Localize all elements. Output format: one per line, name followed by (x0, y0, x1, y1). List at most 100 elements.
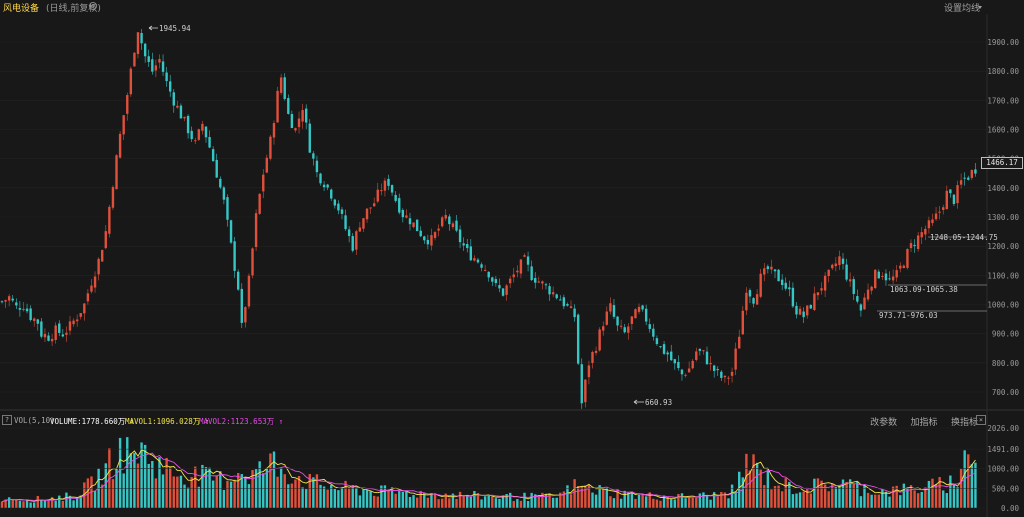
candle-body (101, 250, 104, 262)
candle-body (591, 352, 594, 363)
candle-body (670, 351, 673, 361)
candle-body (702, 350, 705, 352)
volume-bar (7, 497, 11, 508)
volume-bar (970, 464, 974, 508)
volume-bar (487, 494, 490, 508)
candle-body (394, 194, 397, 201)
candle-body (440, 217, 444, 227)
candle-body (802, 311, 805, 318)
candle-body (437, 228, 440, 231)
volume-bar (773, 486, 777, 508)
volume-bar (508, 492, 512, 508)
low-arrow (633, 399, 638, 405)
candle-body (695, 351, 698, 360)
volume-bar (816, 478, 820, 508)
volume-bar (623, 490, 626, 508)
candle-body (505, 285, 508, 295)
price-tick-label: 1100.00 (987, 271, 1019, 280)
candle-body (541, 281, 544, 284)
volume-bar (236, 473, 240, 508)
volume-bar (866, 492, 870, 508)
candle-body (788, 287, 791, 290)
price-tick-label: 1300.00 (987, 213, 1019, 222)
candle-body (215, 159, 218, 178)
candle-body (820, 288, 823, 291)
ma-settings-button[interactable]: 设置均线 (943, 4, 980, 14)
indicator-tools: 改参数 加指标 换指标 (862, 415, 978, 428)
volume-bar (938, 477, 941, 508)
volume-bar (405, 490, 408, 508)
volume-bar (906, 487, 909, 508)
candle-body (476, 259, 480, 263)
candle-body (494, 279, 498, 284)
candle-body (43, 333, 47, 338)
candle-body (780, 279, 784, 286)
candle-body (426, 239, 430, 245)
volume-bar (272, 451, 276, 508)
candle-body (58, 323, 61, 333)
volume-bar (884, 491, 888, 508)
candle-body (169, 81, 172, 92)
volume-bar (172, 476, 175, 508)
gear-icon[interactable] (88, 1, 98, 11)
volume-bar (791, 494, 795, 508)
candle-body (959, 180, 963, 185)
candle-body (254, 213, 258, 248)
volume-bar (594, 494, 598, 508)
volume-bar (526, 500, 530, 508)
candle-body (208, 136, 211, 148)
volume-bar (47, 499, 50, 508)
mavol1-line (1, 449, 976, 503)
volume-bar (544, 494, 548, 508)
candle-body (755, 294, 759, 305)
help-icon[interactable]: ? (2, 415, 12, 425)
range1-label: 1248.05-1244.75 (930, 233, 998, 242)
candle-body (738, 336, 741, 349)
candle-body (544, 284, 548, 286)
candle-body (534, 278, 537, 283)
candle-body (15, 302, 18, 306)
candle-body (22, 308, 25, 311)
candle-body (712, 365, 716, 371)
volume-bar (283, 474, 286, 508)
close-icon[interactable]: × (976, 415, 986, 425)
add-indicator-button[interactable]: 加指标 (910, 418, 938, 428)
volume-bar (372, 495, 376, 508)
candle-body (176, 105, 179, 108)
candle-body (387, 178, 390, 186)
volume-bar (387, 489, 390, 508)
volume-bar (25, 499, 29, 508)
price-tick-label: 1600.00 (987, 126, 1019, 135)
candle-body (659, 346, 662, 348)
edit-params-button[interactable]: 改参数 (870, 418, 898, 428)
price-tick-label: 1700.00 (987, 96, 1019, 105)
switch-indicator-button[interactable]: 换指标 (950, 418, 978, 428)
candle-body (777, 269, 780, 282)
candle-body (487, 271, 490, 278)
candle-body (612, 305, 616, 317)
candle-body (65, 332, 68, 335)
candle-body (952, 194, 956, 204)
candle-body (358, 227, 362, 232)
candle-body (219, 178, 222, 188)
candle-body (895, 270, 898, 278)
volume-bar (462, 495, 465, 508)
volume-bar (745, 453, 748, 508)
volume-bar (333, 489, 337, 508)
candle-body (72, 320, 75, 325)
volume-bar (934, 483, 938, 508)
candle-body (304, 108, 308, 123)
title-bar: 风电设备 (日线,前复权) 设置均线 (0, 0, 1024, 14)
volume-bar (104, 463, 107, 508)
candle-body (251, 248, 254, 276)
volume-bar (58, 495, 61, 508)
candle-body (158, 58, 161, 63)
candle-body (147, 56, 150, 62)
candle-body (90, 285, 93, 292)
candle-body (730, 371, 734, 376)
candle-body (720, 371, 723, 378)
volume-bar (576, 486, 580, 508)
chevron-down-icon[interactable] (978, 6, 982, 9)
candle-body (727, 377, 730, 379)
